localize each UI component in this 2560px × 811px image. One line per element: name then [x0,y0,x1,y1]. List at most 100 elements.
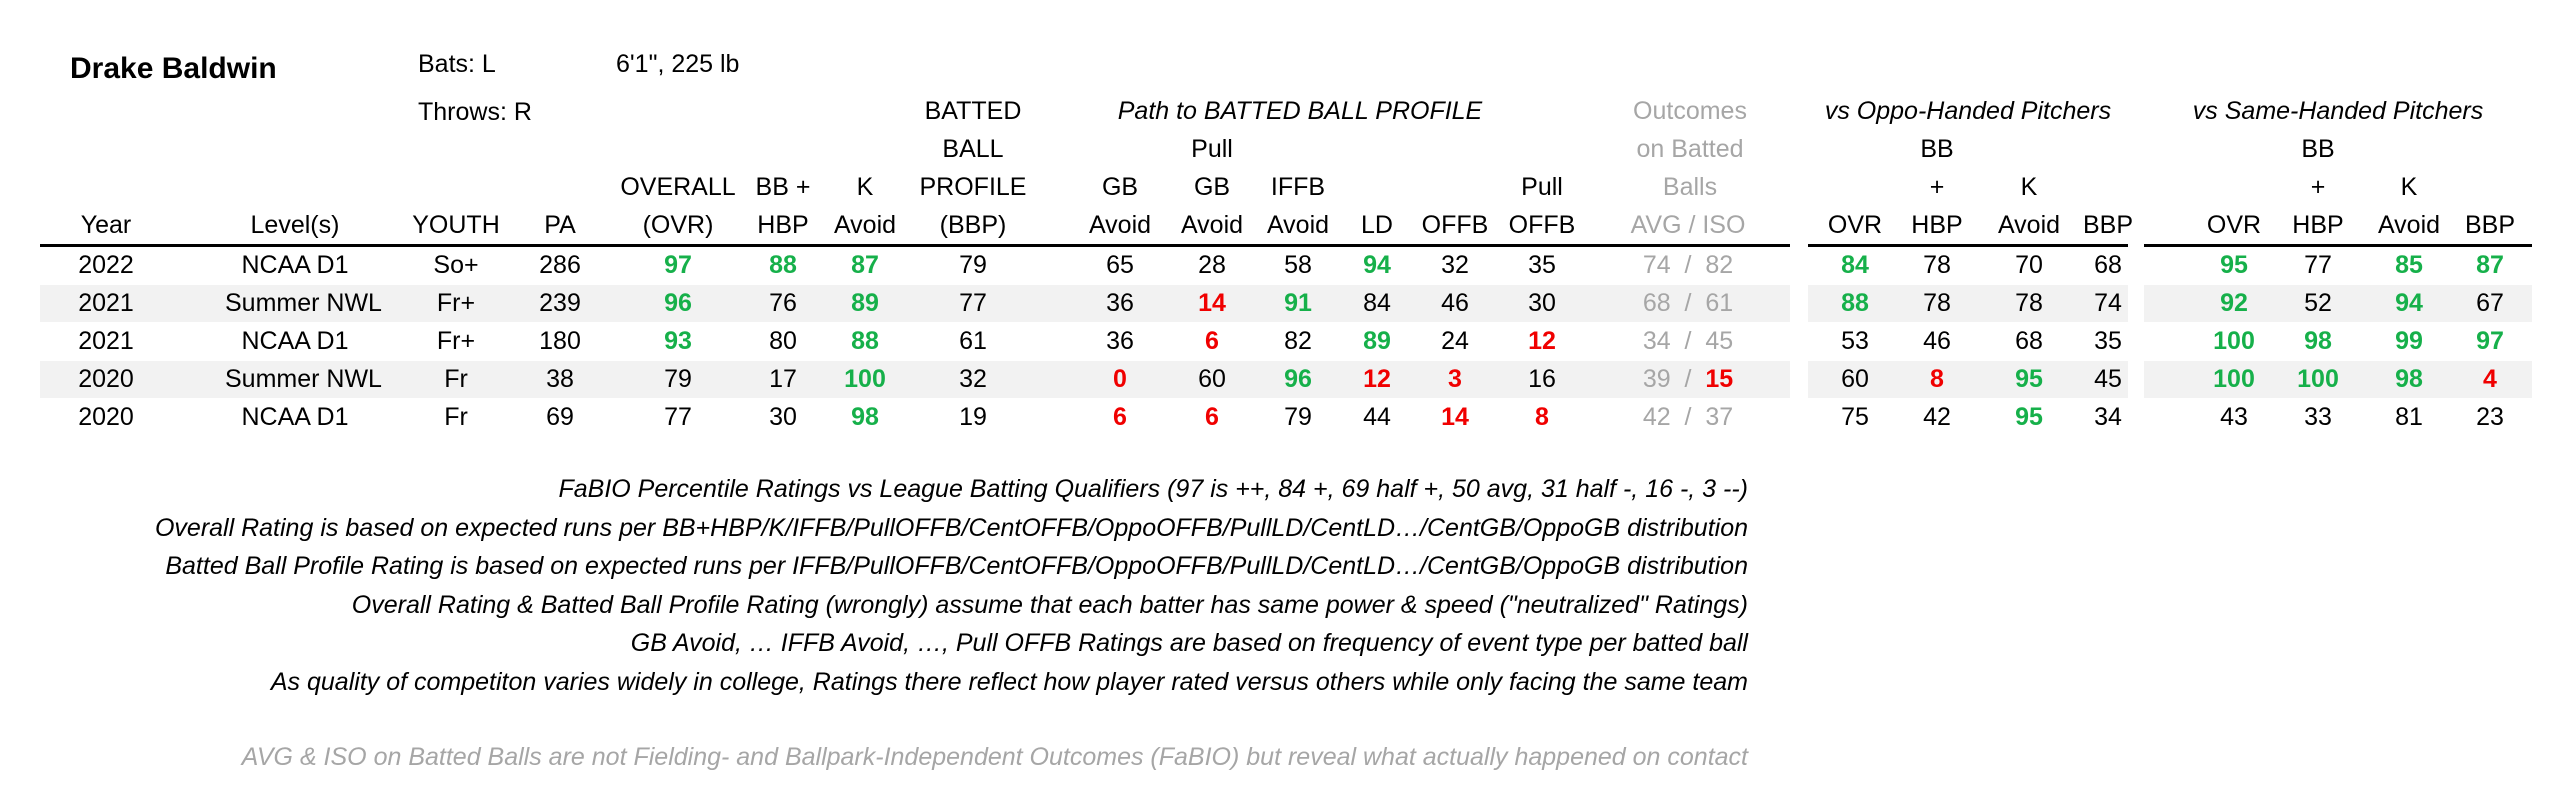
header-ovr-2: OVERALL [620,173,736,201]
cell-offb: 3 [1448,365,1462,393]
cell-pa: 180 [539,327,581,355]
header-iffb-2: IFFB [1270,173,1326,201]
throws-label: Throws: R [418,98,532,126]
header-offb-3: OFFB [1421,211,1489,239]
outcomes-header-1: Outcomes [1633,97,1747,125]
header-ovr-3: (OVR) [642,211,714,239]
cell-avg: 68 [1642,289,1671,317]
note-line: Batted Ball Profile Rating is based on e… [165,552,1748,580]
vs-oppo-header: vs Oppo-Handed Pitchers [1824,97,2112,125]
cell-o-bb: 78 [1923,289,1951,317]
cell-iffb: 58 [1284,251,1312,279]
row-band [1808,361,2128,398]
cell-level: Summer NWL [225,289,382,317]
cell-s-bb: 77 [2304,251,2332,279]
cell-offb: 24 [1441,327,1469,355]
cell-bbp: 19 [959,403,987,431]
cell-pa: 38 [546,365,574,393]
cell-k: 89 [851,289,879,317]
cell-iso: 15 [1705,365,1734,393]
cell-s-k: 98 [2395,365,2423,393]
cell-bbhbp: 80 [769,327,797,355]
header-poffb-3: OFFB [1508,211,1576,239]
cell-level: NCAA D1 [241,327,349,355]
cell-iso: 45 [1705,327,1734,355]
cell-youth: So+ [433,251,479,279]
cell-o-bbp: 35 [2094,327,2122,355]
header-o_bb-1: BB [1920,135,1954,163]
header-rule-same [2144,244,2532,247]
cell-iso: 61 [1705,289,1734,317]
cell-o-bbp: 74 [2094,289,2122,317]
cell-avg-iso: 39 / 15 [1598,361,1778,398]
cell-year: 2021 [78,327,134,355]
header-s_k-3: Avoid [2377,211,2441,239]
header-avgiso-3: AVG / ISO [1630,211,1746,239]
header-iffb-3: Avoid [1266,211,1330,239]
cell-s-ovr: 95 [2220,251,2248,279]
cell-k: 98 [851,403,879,431]
cell-avg: 74 [1642,251,1671,279]
cell-offb: 46 [1441,289,1469,317]
avg-iso-separator: / [1670,327,1706,355]
note-line: Overall Rating is based on expected runs… [154,513,1748,542]
cell-iffb: 96 [1284,365,1312,393]
cell-iffb: 79 [1284,403,1312,431]
header-pgb-1: Pull [1191,135,1233,163]
header-rule-main [40,244,1790,247]
cell-o-bbp: 34 [2094,403,2122,431]
cell-avg: 42 [1642,403,1671,431]
row-band [2144,361,2532,398]
cell-gb: 6 [1113,403,1127,431]
header-bbhbp-3: HBP [757,211,809,239]
cell-ld: 84 [1363,289,1391,317]
cell-poffb: 30 [1528,289,1556,317]
row-band [2144,285,2532,322]
cell-bbhbp: 88 [769,251,797,279]
cell-pgb: 28 [1198,251,1226,279]
cell-o-k: 95 [2015,365,2043,393]
header-o_ovr-3: OVR [1827,211,1883,239]
cell-iffb: 82 [1284,327,1312,355]
cell-year: 2021 [78,289,134,317]
cell-pa: 286 [539,251,581,279]
cell-k: 100 [844,365,886,393]
avg-iso-separator: / [1670,365,1706,393]
header-gb-2: GB [1101,173,1139,201]
cell-poffb: 16 [1528,365,1556,393]
cell-youth: Fr [444,365,468,393]
cell-bbhbp: 76 [769,289,797,317]
cell-o-k: 70 [2015,251,2043,279]
row-band [40,285,1790,322]
cell-o-k: 78 [2015,289,2043,317]
header-s_bb-1: BB [2301,135,2335,163]
cell-pgb: 6 [1205,403,1219,431]
header-bbp-2: PROFILE [919,173,1027,201]
cell-o-k: 95 [2015,403,2043,431]
cell-avg-iso: 68 / 61 [1598,285,1778,322]
cell-level: Summer NWL [225,365,382,393]
cell-s-bbp: 87 [2476,251,2504,279]
header-s_bb-3: HBP [2292,211,2344,239]
vs-same-header: vs Same-Handed Pitchers [2192,97,2484,125]
cell-s-bbp: 23 [2476,403,2504,431]
header-o_k-3: Avoid [1997,211,2061,239]
path-header: Path to BATTED BALL PROFILE [1117,97,1483,125]
cell-s-ovr: 100 [2213,327,2255,355]
cell-s-k: 99 [2395,327,2423,355]
cell-ovr: 79 [664,365,692,393]
cell-o-bb: 78 [1923,251,1951,279]
cell-youth: Fr+ [436,327,476,355]
header-o_bbp-3: BBP [2082,211,2134,239]
header-rule-oppo [1808,244,2128,247]
cell-pgb: 14 [1198,289,1226,317]
header-s_k-2: K [2400,173,2418,201]
cell-bbp: 77 [959,289,987,317]
cell-bbp: 61 [959,327,987,355]
header-poffb-2: Pull [1521,173,1563,201]
cell-pgb: 6 [1205,327,1219,355]
cell-k: 88 [851,327,879,355]
cell-ld: 94 [1363,251,1391,279]
header-s_bb-2: + [2310,173,2326,201]
cell-poffb: 35 [1528,251,1556,279]
